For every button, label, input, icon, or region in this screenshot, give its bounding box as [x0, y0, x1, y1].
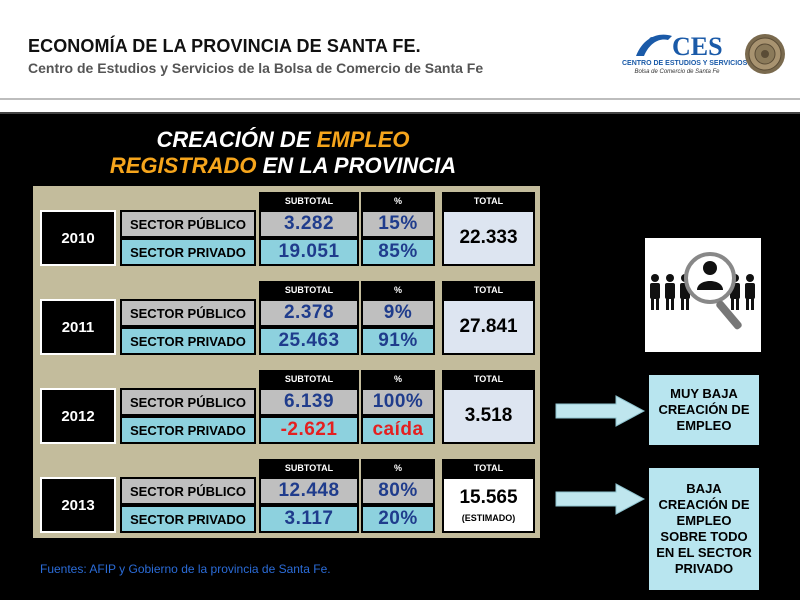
col-header-total: TOTAL	[442, 281, 535, 299]
label-public-sector: SECTOR PÚBLICO	[120, 477, 256, 505]
slide-title-line2: REGISTRADO EN LA PROVINCIA	[0, 153, 566, 179]
total-value: 27.841	[459, 316, 518, 337]
year-cell: 2012	[40, 388, 116, 444]
label-public-sector: SECTOR PÚBLICO	[120, 299, 256, 327]
private-subtotal: 19.051	[259, 238, 359, 266]
public-subtotal: 2.378	[259, 299, 359, 327]
public-subtotal: 3.282	[259, 210, 359, 238]
col-header-subtotal: SUBTOTAL	[259, 192, 359, 210]
private-subtotal: 25.463	[259, 327, 359, 355]
logo-line2: Bolsa de Comercio de Santa Fe	[634, 69, 720, 75]
col-header-total: TOTAL	[442, 192, 535, 210]
total-value: 15.565	[459, 487, 518, 508]
year-cell: 2013	[40, 477, 116, 533]
col-header-subtotal: SUBTOTAL	[259, 459, 359, 477]
year-cell: 2010	[40, 210, 116, 266]
private-subtotal: 3.117	[259, 505, 359, 533]
ces-logo: CES CENTRO DE ESTUDIOS Y SERVICIOS Bolsa…	[622, 30, 748, 80]
right-arrow-icon	[555, 395, 646, 427]
col-header-total: TOTAL	[442, 370, 535, 388]
col-header-percent: %	[361, 370, 435, 388]
total-cell: 3.518	[442, 388, 535, 444]
label-private-sector: SECTOR PRIVADO	[120, 416, 256, 444]
total-cell: 27.841	[442, 299, 535, 355]
private-percent: 85%	[361, 238, 435, 266]
public-percent: 100%	[361, 388, 435, 416]
total-cell: 15.565 (ESTIMADO)	[442, 477, 535, 533]
note-low-job-creation: MUY BAJA CREACIÓN DE EMPLEO	[647, 373, 761, 447]
label-private-sector: SECTOR PRIVADO	[120, 505, 256, 533]
private-subtotal: -2.621	[259, 416, 359, 444]
svg-text:CES: CES	[672, 32, 723, 60]
label-public-sector: SECTOR PÚBLICO	[120, 210, 256, 238]
col-header-subtotal: SUBTOTAL	[259, 281, 359, 299]
header-subtitle: Centro de Estudios y Servicios de la Bol…	[28, 60, 484, 76]
col-header-percent: %	[361, 459, 435, 477]
slide-title-line1: CREACIÓN DE EMPLEO	[0, 127, 566, 153]
public-percent: 9%	[361, 299, 435, 327]
title-part: EN LA PROVINCIA	[256, 153, 457, 178]
ces-logo-icon: CES	[636, 32, 723, 60]
total-cell: 22.333	[442, 210, 535, 266]
label-public-sector: SECTOR PÚBLICO	[120, 388, 256, 416]
title-highlight: REGISTRADO	[109, 153, 257, 178]
year-cell: 2011	[40, 299, 116, 355]
label-private-sector: SECTOR PRIVADO	[120, 238, 256, 266]
total-value: 3.518	[464, 405, 513, 426]
header: ECONOMÍA DE LA PROVINCIA DE SANTA FE. Ce…	[0, 0, 800, 100]
people-search-icon	[645, 238, 761, 352]
title-highlight: EMPLEO	[316, 127, 410, 152]
right-arrow-icon	[555, 483, 646, 515]
public-subtotal: 6.139	[259, 388, 359, 416]
private-percent: caída	[361, 416, 435, 444]
note-private-sector: BAJA CREACIÓN DE EMPLEO SOBRE TODO EN EL…	[647, 466, 761, 592]
label-private-sector: SECTOR PRIVADO	[120, 327, 256, 355]
private-percent: 91%	[361, 327, 435, 355]
total-value: 22.333	[459, 227, 518, 248]
title-part: CREACIÓN DE	[156, 127, 317, 152]
private-percent: 20%	[361, 505, 435, 533]
seal-icon	[745, 34, 785, 74]
public-subtotal: 12.448	[259, 477, 359, 505]
total-estimate-note: (ESTIMADO)	[461, 513, 516, 523]
header-title: ECONOMÍA DE LA PROVINCIA DE SANTA FE.	[28, 36, 421, 56]
col-header-total: TOTAL	[442, 459, 535, 477]
source-note: Fuentes: AFIP y Gobierno de la provincia…	[40, 562, 331, 576]
col-header-subtotal: SUBTOTAL	[259, 370, 359, 388]
public-percent: 80%	[361, 477, 435, 505]
col-header-percent: %	[361, 281, 435, 299]
col-header-percent: %	[361, 192, 435, 210]
logo-line1: CENTRO DE ESTUDIOS Y SERVICIOS	[622, 60, 748, 67]
public-percent: 15%	[361, 210, 435, 238]
